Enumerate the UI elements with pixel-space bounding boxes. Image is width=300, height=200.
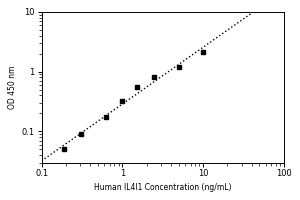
Y-axis label: OD 450 nm: OD 450 nm (8, 66, 17, 109)
X-axis label: Human IL4I1 Concentration (ng/mL): Human IL4I1 Concentration (ng/mL) (94, 183, 231, 192)
